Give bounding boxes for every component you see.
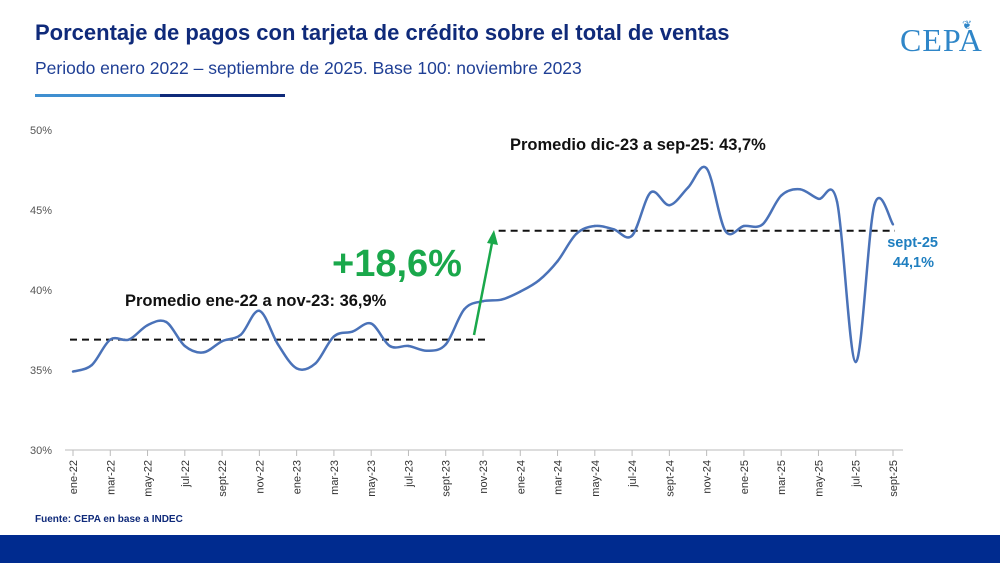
data-point [220, 340, 224, 343]
increase-arrow-head [487, 230, 498, 245]
data-point [164, 320, 168, 324]
cepa-logo: CEPA [900, 22, 983, 58]
y-axis-ticks: 30% 35% 40% 45% 50% [30, 125, 52, 457]
data-point [649, 191, 652, 194]
x-tick-label: mar-22 [105, 460, 117, 495]
data-point [612, 228, 615, 231]
chart-subtitle: Periodo enero 2022 – septiembre de 2025.… [35, 58, 582, 78]
data-point [686, 186, 690, 189]
data-point [779, 194, 783, 197]
source-note: Fuente: CEPA en base a INDEC [35, 514, 183, 525]
x-axis: ene-22 mar-22 may-22 jul-22 sept-22 nov-22 ene… [65, 449, 903, 497]
y-tick-label: 50% [30, 125, 52, 137]
data-point [798, 188, 802, 191]
data-point [500, 298, 503, 301]
data-point [891, 223, 895, 226]
last-point-category: sept-25 [887, 235, 938, 251]
x-tick-label: sept-25 [888, 460, 900, 497]
data-point [593, 224, 597, 228]
average-lines [70, 229, 895, 341]
data-point [574, 232, 578, 236]
x-tick-label: jul-22 [180, 460, 192, 488]
data-point [761, 223, 764, 226]
data-point [202, 351, 205, 354]
x-tick-label: sept-24 [664, 460, 676, 497]
x-tick-label: jul-25 [851, 460, 863, 488]
x-tick-label: mar-24 [553, 460, 565, 495]
x-tick-label: nov-23 [478, 460, 490, 494]
x-tick-label: jul-24 [627, 460, 639, 488]
x-tick-label: jul-23 [403, 460, 415, 488]
series-line [72, 165, 895, 373]
data-point [407, 344, 410, 348]
data-point [537, 279, 541, 282]
series-layer [71, 165, 895, 373]
annotations: Promedio ene-22 a nov-23: 36,9% Promedio … [125, 136, 938, 336]
x-tick-label: may-22 [143, 460, 155, 497]
data-point [258, 309, 261, 312]
data-point [127, 338, 131, 341]
y-tick-label: 35% [30, 365, 52, 377]
average-label-1: Promedio ene-22 a nov-23: 36,9% [125, 292, 387, 310]
x-tick-label: may-23 [366, 460, 378, 497]
data-point [109, 338, 112, 341]
data-point [817, 197, 820, 200]
data-point [276, 343, 280, 346]
data-point [388, 344, 392, 348]
data-point [295, 367, 298, 370]
footer-bar [0, 535, 1000, 563]
x-tick-label: nov-22 [254, 460, 266, 494]
y-tick-label: 45% [30, 205, 52, 217]
x-tick-label: mar-25 [776, 460, 788, 495]
last-point-value: 44,1% [893, 255, 934, 271]
x-tick-label: ene-22 [68, 460, 80, 494]
data-point [239, 333, 242, 336]
x-tick-label: ene-25 [739, 460, 751, 494]
increase-arrow [472, 242, 494, 336]
chart-title: Porcentaje de pagos con tarjeta de crédi… [35, 20, 730, 45]
data-point [873, 204, 876, 207]
data-point [724, 229, 727, 232]
x-tick-label: nov-24 [702, 460, 714, 494]
x-tick-label: may-25 [813, 460, 825, 497]
data-point [481, 300, 485, 303]
data-point [146, 324, 149, 327]
x-tick-label: ene-23 [292, 460, 304, 494]
x-tick-label: sept-22 [217, 460, 229, 497]
data-point [332, 335, 336, 338]
data-point [668, 204, 671, 207]
data-point [183, 344, 187, 348]
logo-leaf-icon: ❦ [962, 18, 973, 32]
data-point [463, 308, 466, 311]
data-point [556, 260, 559, 263]
y-tick-label: 30% [30, 445, 52, 457]
data-point [630, 234, 634, 237]
data-point [351, 330, 354, 333]
y-tick-label: 40% [30, 285, 52, 297]
x-tick-label: sept-23 [441, 460, 453, 497]
data-point [71, 370, 75, 373]
data-point [314, 362, 317, 365]
data-point [369, 322, 373, 325]
data-point [444, 343, 447, 346]
data-point [425, 349, 429, 352]
change-label: +18,6% [332, 243, 462, 285]
data-point [835, 200, 839, 204]
data-point [854, 360, 857, 364]
data-point [705, 167, 708, 170]
title-underline [35, 94, 285, 97]
x-tick-label: may-24 [590, 460, 602, 497]
data-point [742, 224, 746, 228]
data-point [90, 364, 93, 367]
x-tick-label: mar-23 [329, 460, 341, 495]
average-label-2: Promedio dic-23 a sep-25: 43,7% [510, 136, 766, 154]
x-tick-label: ene-24 [515, 460, 527, 494]
data-point [519, 290, 522, 293]
